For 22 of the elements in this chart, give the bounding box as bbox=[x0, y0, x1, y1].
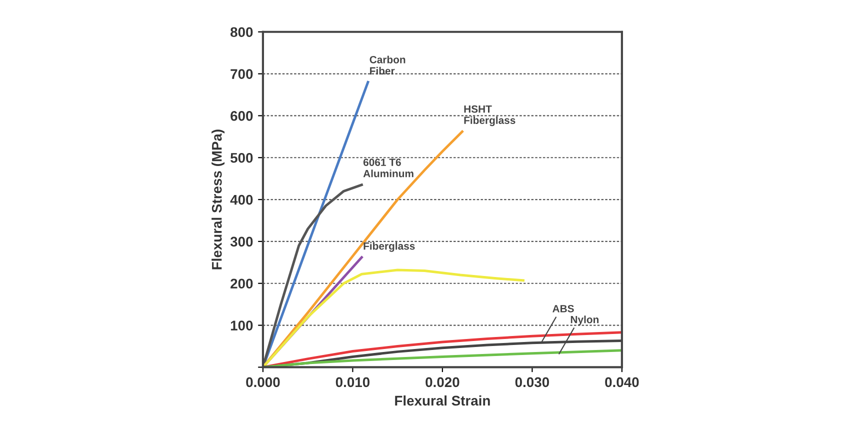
annotation: HSHT Fiberglass bbox=[464, 105, 516, 126]
line-series bbox=[262, 268, 524, 368]
y-tick-label: 100 bbox=[230, 320, 253, 330]
y-tick-label: 400 bbox=[230, 194, 253, 205]
y-tick-label: 500 bbox=[230, 152, 253, 163]
annotation: 6061 T6 Aluminum bbox=[363, 158, 414, 178]
annotation: Carbon Fiber bbox=[370, 56, 406, 75]
annotation: ABS bbox=[552, 304, 574, 312]
y-tick-label: 800 bbox=[230, 27, 253, 38]
x-tick-label: 0.020 bbox=[426, 377, 460, 388]
x-tick-label: 0.010 bbox=[336, 377, 370, 388]
y-axis-title: Flexural Stress (MPa) bbox=[212, 130, 225, 270]
annotation: Nylon bbox=[570, 316, 599, 326]
y-tick-label: 700 bbox=[230, 69, 253, 79]
y-tick-label: 300 bbox=[230, 236, 253, 247]
y-tick-label: 200 bbox=[230, 278, 253, 289]
annotation: Fiberglass bbox=[364, 242, 415, 252]
x-tick-label: 0.040 bbox=[605, 377, 639, 388]
x-tick-label: 0.030 bbox=[515, 377, 549, 388]
x-tick-label: 0.000 bbox=[246, 377, 280, 388]
y-tick-label: 600 bbox=[230, 111, 253, 121]
x-axis-title: Flexural Strain bbox=[395, 395, 490, 406]
